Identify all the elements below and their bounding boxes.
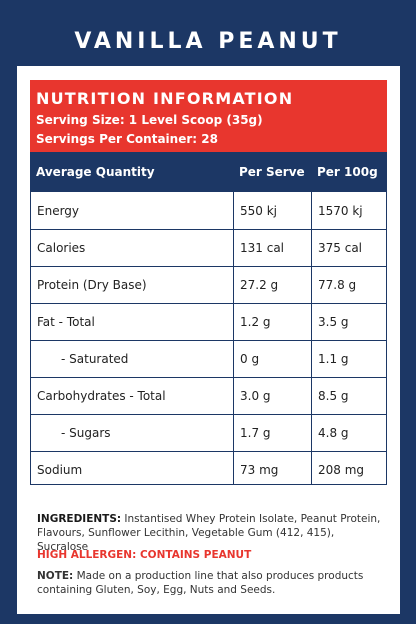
nutrition-heading: NUTRITION INFORMATION — [36, 89, 294, 108]
row-label: - Sugars — [61, 426, 111, 440]
note-text: Made on a production line that also prod… — [37, 570, 364, 596]
row-label: Calories — [37, 241, 86, 255]
row-label: Fat - Total — [37, 315, 95, 329]
per-100g-value: 77.8 g — [318, 278, 357, 292]
nutrition-panel: NUTRITION INFORMATION Serving Size: 1 Le… — [17, 66, 400, 614]
column-header-per-100g: Per 100g — [317, 165, 378, 179]
row-label: - Saturated — [61, 352, 129, 366]
note-label: NOTE: — [37, 570, 74, 582]
table-row: Fat - Total 1.2 g 3.5 g — [31, 303, 386, 341]
table-row: Carbohydrates - Total 3.0 g 8.5 g — [31, 377, 386, 415]
row-label: Sodium — [37, 463, 83, 477]
row-label: Protein (Dry Base) — [37, 278, 147, 292]
table-row: Calories 131 cal 375 cal — [31, 229, 386, 267]
per-serve-value: 27.2 g — [240, 278, 279, 292]
column-divider — [233, 192, 234, 484]
nutrition-table: Energy 550 kj 1570 kj Calories 131 cal 3… — [30, 192, 387, 485]
per-serve-value: 1.2 g — [240, 315, 271, 329]
per-100g-value: 375 cal — [318, 241, 363, 255]
table-row: Sodium 73 mg 208 mg — [31, 451, 386, 484]
per-100g-value: 1570 kj — [318, 204, 363, 218]
column-header-per-serve: Per Serve — [239, 165, 305, 179]
table-row: Protein (Dry Base) 27.2 g 77.8 g — [31, 266, 386, 304]
per-100g-value: 208 mg — [318, 463, 365, 477]
per-serve-value: 0 g — [240, 352, 260, 366]
per-serve-value: 131 cal — [240, 241, 285, 255]
product-title: VANILLA PEANUT — [74, 29, 342, 54]
per-100g-value: 8.5 g — [318, 389, 349, 403]
table-row: Energy 550 kj 1570 kj — [31, 192, 386, 230]
allergen-warning: HIGH ALLERGEN: CONTAINS PEANUT — [37, 549, 252, 561]
table-header: Average Quantity Per Serve Per 100g — [30, 152, 387, 192]
ingredients-label: INGREDIENTS: — [37, 513, 122, 525]
serving-size: Serving Size: 1 Level Scoop (35g) — [36, 113, 263, 127]
per-serve-value: 3.0 g — [240, 389, 271, 403]
table-row: - Saturated 0 g 1.1 g — [31, 340, 386, 378]
per-serve-value: 73 mg — [240, 463, 279, 477]
row-label: Energy — [37, 204, 80, 218]
column-divider — [311, 192, 312, 484]
table-row: - Sugars 1.7 g 4.8 g — [31, 414, 386, 452]
nutrition-header: NUTRITION INFORMATION Serving Size: 1 Le… — [30, 80, 387, 152]
per-serve-value: 1.7 g — [240, 426, 271, 440]
ingredients-text: INGREDIENTS: Instantised Whey Protein Is… — [37, 512, 387, 554]
column-header-quantity: Average Quantity — [36, 165, 155, 179]
per-100g-value: 1.1 g — [318, 352, 349, 366]
per-serve-value: 550 kj — [240, 204, 278, 218]
ingredients-list: Instantised Whey Protein Isolate, Peanut… — [37, 513, 381, 553]
production-note: NOTE: Made on a production line that als… — [37, 569, 387, 597]
servings-per-container: Servings Per Container: 28 — [36, 132, 218, 146]
per-100g-value: 3.5 g — [318, 315, 349, 329]
per-100g-value: 4.8 g — [318, 426, 349, 440]
row-label: Carbohydrates - Total — [37, 389, 166, 403]
